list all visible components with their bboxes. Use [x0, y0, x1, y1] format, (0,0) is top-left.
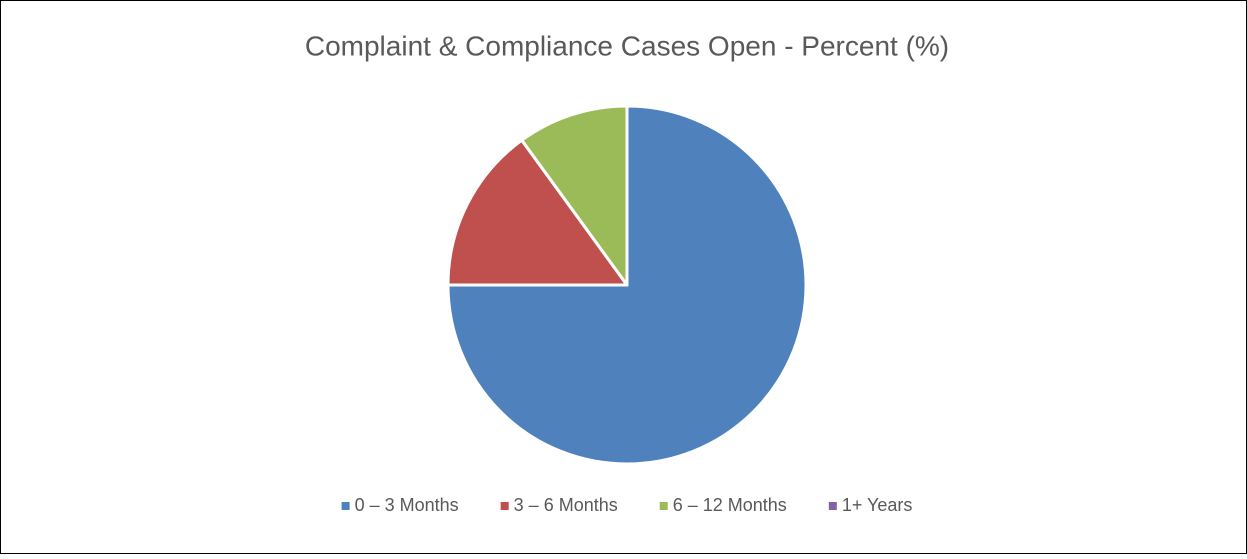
legend-swatch: [828, 502, 837, 510]
legend-swatch: [659, 502, 668, 510]
legend-label: 1+ Years: [842, 495, 913, 515]
chart-title: Complaint & Compliance Cases Open - Perc…: [305, 30, 949, 61]
pie-slice: [446, 138, 629, 287]
legend-label: 0 – 3 Months: [355, 495, 459, 515]
legend-label: 6 – 12 Months: [673, 495, 787, 515]
legend-label: 3 – 6 Months: [514, 495, 618, 515]
pie-slice: [446, 104, 808, 466]
legend-swatch: [341, 502, 350, 510]
legend-swatch: [500, 502, 509, 510]
pie-slice: [520, 104, 629, 287]
